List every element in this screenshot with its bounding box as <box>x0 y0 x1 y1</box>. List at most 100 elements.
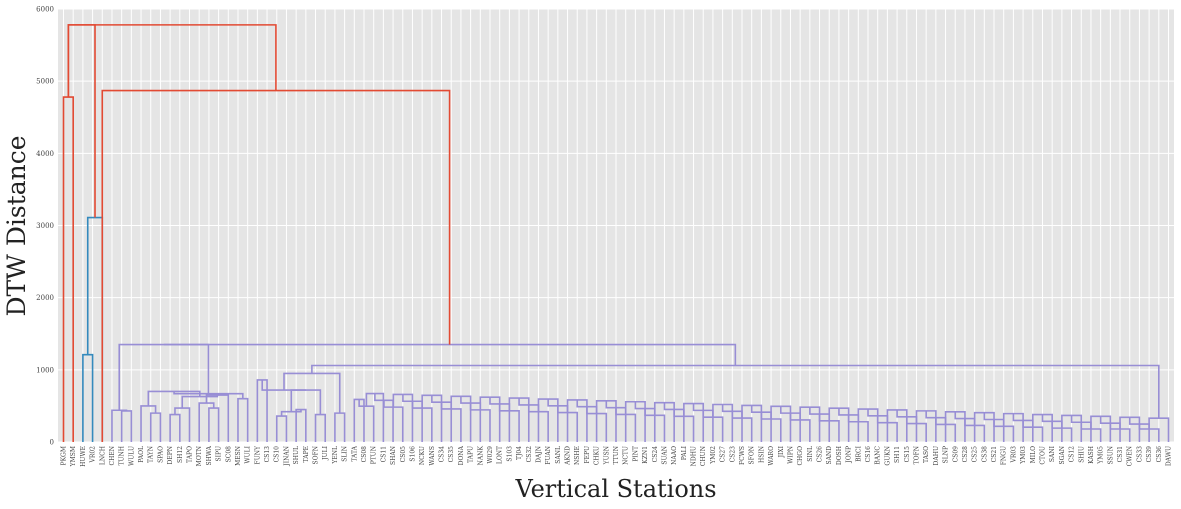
x-tick-label: SHUL <box>293 446 300 464</box>
dendrogram-link <box>944 410 966 442</box>
x-tick-label: SLNP <box>943 446 950 463</box>
x-tick-label: YUSN <box>603 446 610 465</box>
y-axis-ticks: 0 1000 2000 3000 4000 5000 6000 <box>36 6 54 447</box>
x-tick-label: SLIN <box>342 446 349 462</box>
x-tick-label: S103 <box>506 446 513 462</box>
dendrogram-link <box>964 418 986 442</box>
x-tick-label: FCWS <box>739 446 746 465</box>
x-tick-label: CS28 <box>962 446 969 463</box>
dendrogram-link <box>1051 421 1073 442</box>
dendrogram-link <box>163 343 737 366</box>
x-tick-label: FNGU <box>1001 446 1008 465</box>
x-tick-label: SHAN <box>390 446 397 465</box>
x-tick-label: NAAO <box>671 446 678 465</box>
x-tick-label: KZN1 <box>642 446 649 464</box>
dendrogram-link <box>174 407 191 442</box>
x-tick-label: CS39 <box>1146 446 1153 463</box>
x-tick-label: GUKN <box>884 446 891 466</box>
x-tick-label: SH12 <box>177 446 184 463</box>
x-tick-label: W029 <box>487 446 494 464</box>
x-tick-label: CWEN <box>1127 446 1134 466</box>
x-tick-label: TOFN <box>913 446 920 464</box>
x-tick-label: CS05 <box>400 446 407 463</box>
dendrogram-link <box>1099 416 1121 442</box>
dendrogram-link <box>383 400 404 442</box>
dendrogram-link <box>692 403 714 442</box>
x-tick-label: YM05 <box>1098 446 1105 465</box>
x-tick-label: JULI <box>322 445 329 460</box>
x-tick-label: PAOL <box>138 446 145 463</box>
x-tick-label: NSHE <box>574 446 581 465</box>
x-tick-label: TAPO <box>187 446 194 463</box>
x-tick-label: NANK <box>477 445 484 465</box>
dendrogram-link <box>547 399 569 442</box>
x-tick-label: SPAO <box>157 446 164 463</box>
dendrogram-link <box>634 401 656 442</box>
dendrogram-link <box>615 407 637 442</box>
x-tick-label: S106 <box>409 446 416 462</box>
x-tick-label: SIPU <box>216 446 223 461</box>
dendrogram-link <box>498 403 520 442</box>
x-tick-label: CS16 <box>865 446 872 463</box>
x-tick-label: WARO <box>768 446 775 466</box>
x-tick-label: CHUN <box>700 446 707 466</box>
x-tick-label: CTOU <box>1039 446 1046 465</box>
dendrogram-link <box>261 379 306 391</box>
x-tick-label: PINT <box>632 446 639 462</box>
x-tick-label: CS21 <box>991 446 998 462</box>
x-tick-label: CHEN <box>109 446 116 465</box>
dendrogram-links <box>62 24 1170 442</box>
x-tick-label: NCTU <box>623 446 630 465</box>
dendrogram-link <box>973 411 995 442</box>
dendrogram-link <box>314 413 327 442</box>
dendrogram-link <box>857 408 879 442</box>
x-tick-label: CS32 <box>526 446 533 463</box>
x-tick-label: VR02 <box>90 446 97 464</box>
x-tick-label: CS38 <box>981 446 988 463</box>
x-tick-label: MESN <box>235 446 242 466</box>
x-tick-label: SFON <box>749 446 756 464</box>
x-tick-label: JINAN <box>283 446 290 467</box>
x-tick-label: PALI <box>681 445 688 460</box>
dendrogram-link <box>421 394 443 442</box>
x-tick-label: TJ04 <box>516 446 523 460</box>
x-tick-label: SOFN <box>313 446 320 464</box>
dendrogram-link <box>208 407 220 442</box>
x-tick-label: CS25 <box>972 446 979 463</box>
x-tick-label: LONT <box>497 446 504 464</box>
y-tick-label: 6000 <box>36 6 54 14</box>
x-tick-label: SANI <box>1049 445 1056 462</box>
dendrogram-link <box>358 399 375 442</box>
x-tick-label: SSUN <box>1107 446 1114 464</box>
x-tick-label: WULI <box>245 445 252 463</box>
dendrogram-link <box>111 409 128 442</box>
dendrogram-link <box>1070 415 1092 442</box>
x-tick-label: JIXI <box>778 445 785 458</box>
dendrogram-link <box>663 402 685 442</box>
dendrogram-link <box>557 405 579 442</box>
dendrogram-link <box>169 413 181 442</box>
x-tick-label: HSIN <box>758 446 765 463</box>
x-tick-label: LNCH <box>99 446 106 465</box>
y-tick-label: 0 <box>50 439 54 447</box>
x-tick-label: SUAN <box>661 446 668 465</box>
x-tick-label: CS23 <box>729 446 736 463</box>
dendrogram-link <box>586 406 608 442</box>
x-tick-label: CHGO <box>797 446 804 466</box>
dendrogram-link <box>993 419 1015 442</box>
x-tick-label: TAPU <box>468 446 475 463</box>
x-tick-label: DONA <box>458 445 465 465</box>
x-tick-label: WIPN <box>787 446 794 464</box>
x-tick-label: CS12 <box>1069 446 1076 463</box>
dendrogram-link <box>365 392 385 442</box>
x-tick-label: YM02 <box>710 446 717 465</box>
dendrogram-link <box>527 404 549 442</box>
x-tick-label: TATA <box>351 445 358 461</box>
x-tick-label: DAWU <box>1166 446 1173 466</box>
x-tick-label: SGAN <box>1059 446 1066 465</box>
x-tick-label: CHKU <box>594 446 601 465</box>
x-tick-label: CS15 <box>904 446 911 463</box>
x-tick-label: WULU <box>128 446 135 466</box>
x-tick-label: YMSM <box>70 446 77 467</box>
